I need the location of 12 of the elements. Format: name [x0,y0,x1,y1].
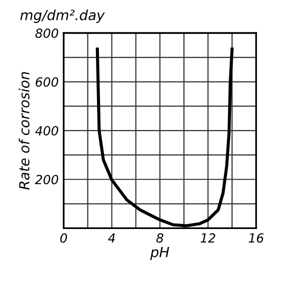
y-tick-label: 400 [35,126,58,136]
x-axis-title: pH [150,246,170,260]
y-tick-label: 200 [35,174,58,184]
text: mg/dm².day [20,10,105,23]
x-tick-label: 12 [200,233,216,243]
x-tick-label: 0 [60,233,68,243]
x-tick-label: 16 [248,233,264,243]
x-tick-label: 8 [156,233,164,243]
x-tick-label: 4 [108,233,115,243]
y-tick-label: 600 [36,77,58,87]
y-axis-title: Rate of corrosion [18,72,30,190]
y-tick-label: 800 [35,28,58,38]
